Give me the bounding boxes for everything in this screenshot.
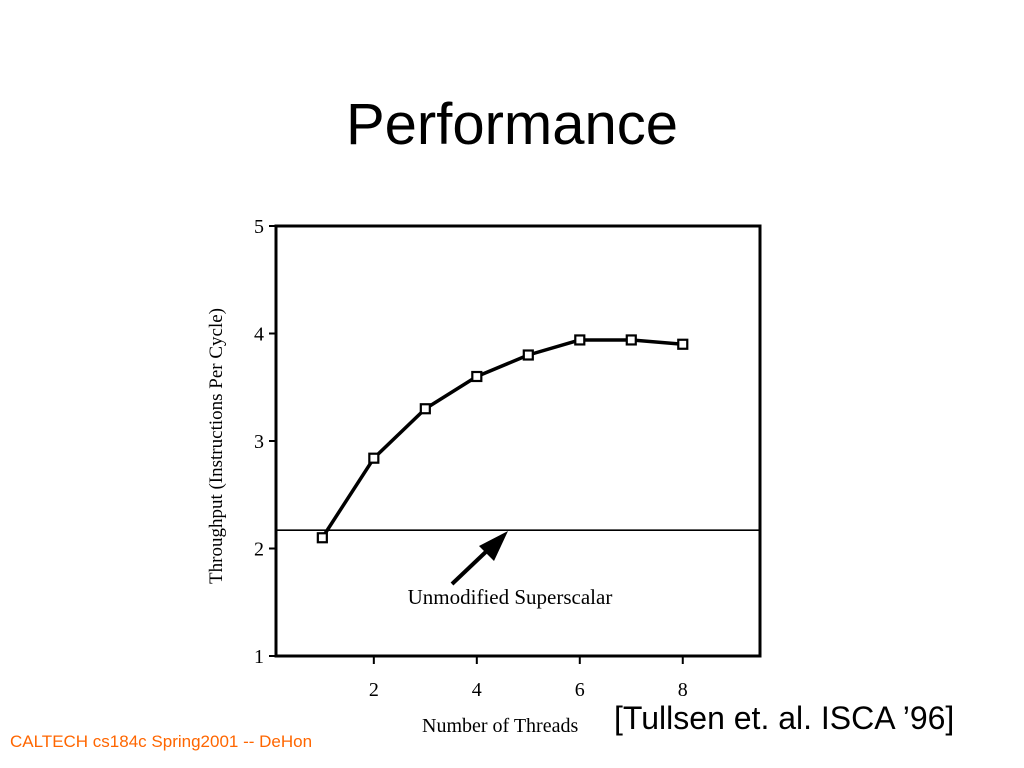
x-tick-label: 2 <box>369 679 379 701</box>
data-point <box>368 452 380 464</box>
series-line <box>320 338 683 539</box>
reference-arrow <box>450 531 508 586</box>
citation: [Tullsen et. al. ISCA ’96] <box>614 700 955 736</box>
data-point <box>471 370 483 383</box>
footer-course-label: CALTECH cs184c Spring2001 -- DeHon <box>10 732 313 751</box>
data-point <box>677 338 689 350</box>
y-axis-label: Throughput (Instructions Per Cycle) <box>206 308 227 584</box>
y-tick-label: 3 <box>254 431 264 453</box>
x-axis-label: Number of Threads <box>422 715 578 737</box>
x-axis-ticks: 2 4 6 8 <box>369 656 688 701</box>
y-tick-label: 5 <box>254 216 264 238</box>
data-point <box>574 334 586 346</box>
y-tick-label: 1 <box>254 646 264 668</box>
y-tick-label: 4 <box>254 324 264 346</box>
data-point <box>522 349 534 361</box>
x-tick-label: 8 <box>678 679 688 701</box>
x-tick-label: 6 <box>575 679 585 701</box>
reference-line-label: Unmodified Superscalar <box>408 585 613 609</box>
data-point <box>419 403 431 415</box>
x-tick-label: 4 <box>472 679 482 701</box>
series-markers <box>316 334 689 544</box>
slide-title: Performance <box>345 92 679 157</box>
y-axis-ticks: 1 2 3 4 5 <box>254 216 276 668</box>
y-tick-label: 2 <box>254 539 264 561</box>
data-point <box>316 532 328 544</box>
data-point <box>625 334 637 346</box>
